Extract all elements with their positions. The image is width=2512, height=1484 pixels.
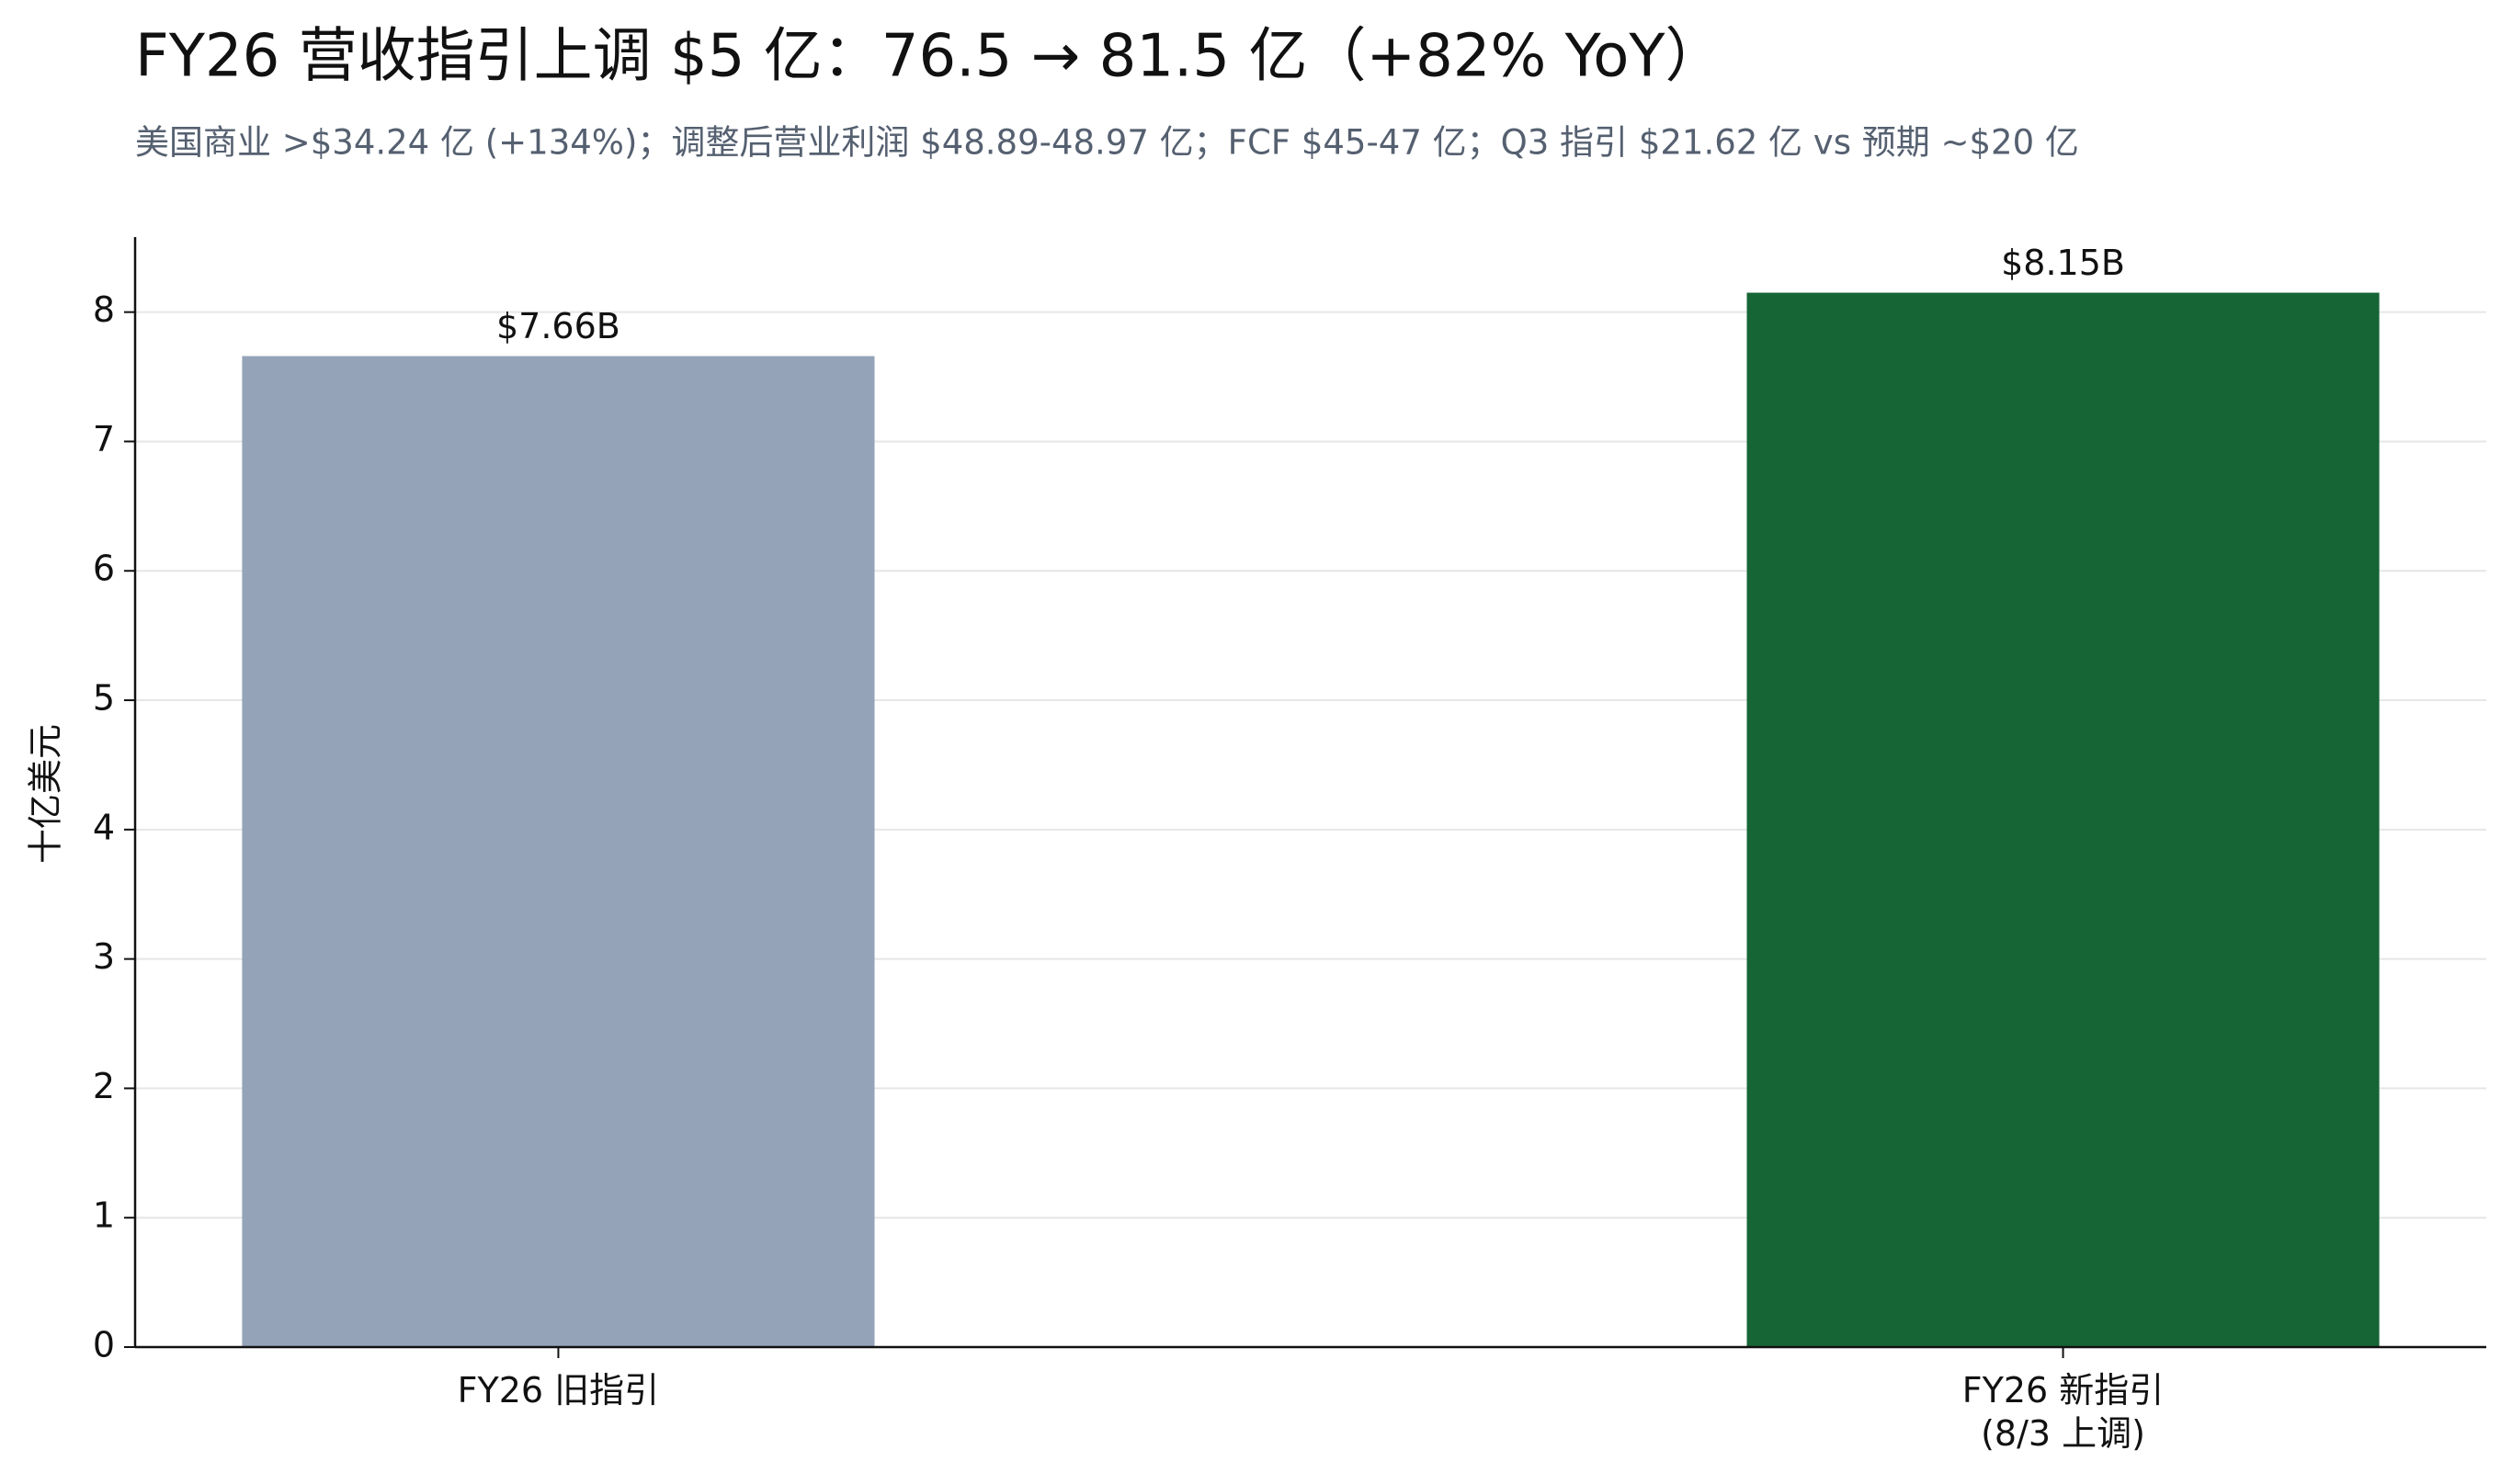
y-tick-label: 2 (93, 1066, 115, 1106)
value-label: $8.15B (2001, 243, 2125, 283)
x-tick-label-line: FY26 新指引 (1962, 1370, 2165, 1410)
bar (1746, 292, 2380, 1348)
chart-subtitle: 美国商业 >$34.24 亿 (+134%)；调整后营业利润 $48.89-48… (135, 123, 2079, 163)
y-tick-label: 0 (93, 1325, 115, 1365)
x-tick-label-line: (8/3 上调) (1981, 1413, 2145, 1454)
value-label: $7.66B (496, 306, 620, 346)
y-tick-label: 6 (93, 549, 115, 589)
y-tick-label: 3 (93, 936, 115, 977)
y-tick-label: 4 (93, 807, 115, 847)
chart-title: FY26 营收指引上调 $5 亿：76.5 → 81.5 亿（+82% YoY） (135, 23, 1724, 91)
x-tick-label: FY26 旧指引 (458, 1370, 660, 1410)
y-tick-label: 1 (93, 1195, 115, 1236)
bar (242, 356, 875, 1347)
x-tick-label: FY26 新指引(8/3 上调) (1962, 1370, 2165, 1454)
x-tick-label-line: FY26 旧指引 (458, 1370, 660, 1410)
y-tick-label: 5 (93, 678, 115, 719)
y-tick-label: 7 (93, 419, 115, 459)
y-tick-label: 8 (93, 289, 115, 330)
y-axis-label: 十亿美元 (26, 724, 66, 864)
